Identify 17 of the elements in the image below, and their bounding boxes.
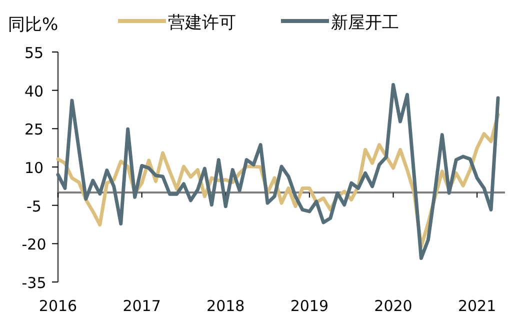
x-tick-label: 2021 (458, 297, 496, 315)
line-series (56, 82, 500, 260)
legend-label: 营建许可 (168, 13, 236, 33)
y-tick-label: 10 (24, 159, 44, 177)
y-tick-label: -5 (26, 197, 42, 216)
y-tick-label: 55 (24, 44, 44, 62)
x-tick-label: 2018 (206, 297, 245, 315)
y-tick-label: 25 (24, 120, 44, 139)
x-tick-label: 2019 (290, 297, 329, 315)
y-axis-title: 同比% (8, 15, 58, 35)
x-tick-label: 2016 (38, 297, 78, 315)
x-tick-label: 2017 (122, 297, 161, 315)
y-tick-label: 40 (24, 82, 44, 100)
y-tick-label: -20 (22, 236, 46, 254)
x-tick-label: 2020 (374, 297, 412, 315)
y-tick-label: -35 (22, 274, 46, 292)
legend-label: 新屋开工 (331, 13, 399, 33)
